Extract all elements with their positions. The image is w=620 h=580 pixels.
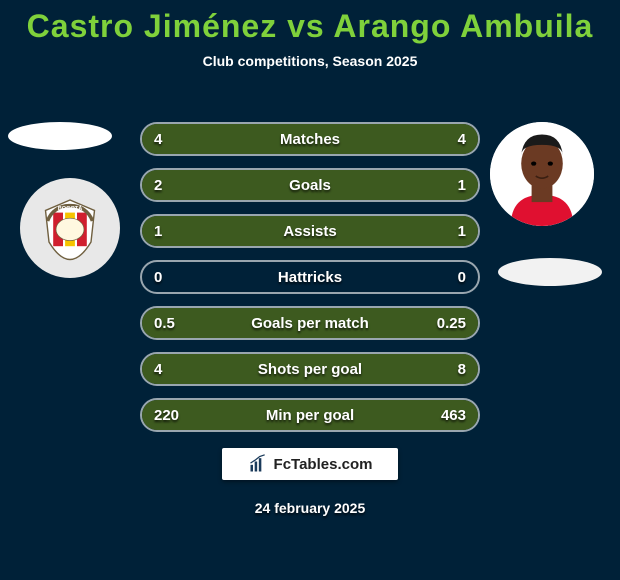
stat-left-value: 2 <box>154 177 162 194</box>
stat-right-value: 0.25 <box>437 315 466 332</box>
stat-right-value: 0 <box>458 269 466 286</box>
stat-label: Matches <box>280 131 340 148</box>
stat-row-hattricks: 0 Hattricks 0 <box>140 260 480 294</box>
stat-right-value: 1 <box>458 223 466 240</box>
stat-left-value: 4 <box>154 131 162 148</box>
stat-row-goals-per-match: 0.5 Goals per match 0.25 <box>140 306 480 340</box>
stat-label: Hattricks <box>278 269 342 286</box>
stat-row-assists: 1 Assists 1 <box>140 214 480 248</box>
comparison-table: 4 Matches 4 2 Goals 1 1 Assists 1 0 Hatt… <box>140 122 480 444</box>
stat-label: Goals per match <box>251 315 369 332</box>
date-text: 24 february 2025 <box>0 500 620 516</box>
right-player-avatar <box>490 122 594 226</box>
left-club-crest: BOGOTÁ <box>20 178 120 278</box>
stat-right-value: 1 <box>458 177 466 194</box>
stat-right-value: 463 <box>441 407 466 424</box>
stat-label: Shots per goal <box>258 361 362 378</box>
stat-left-value: 4 <box>154 361 162 378</box>
title-right: Arango Ambuila <box>333 8 593 44</box>
badge-text: FcTables.com <box>274 456 373 473</box>
title-left: Castro Jiménez <box>27 8 278 44</box>
stat-row-goals: 2 Goals 1 <box>140 168 480 202</box>
title-sep: vs <box>277 8 333 44</box>
stat-row-matches: 4 Matches 4 <box>140 122 480 156</box>
stat-left-value: 0.5 <box>154 315 175 332</box>
fctables-badge: FcTables.com <box>222 448 398 480</box>
stat-label: Min per goal <box>266 407 354 424</box>
stat-label: Goals <box>289 177 331 194</box>
stat-row-shots-per-goal: 4 Shots per goal 8 <box>140 352 480 386</box>
stat-right-value: 8 <box>458 361 466 378</box>
left-oval-placeholder <box>8 122 112 150</box>
right-oval-placeholder <box>498 258 602 286</box>
stat-left-value: 220 <box>154 407 179 424</box>
chart-icon <box>248 454 268 474</box>
stat-row-min-per-goal: 220 Min per goal 463 <box>140 398 480 432</box>
stat-label: Assists <box>283 223 336 240</box>
page-title: Castro Jiménez vs Arango Ambuila <box>0 0 620 45</box>
svg-text:BOGOTÁ: BOGOTÁ <box>58 205 83 212</box>
stat-right-value: 4 <box>458 131 466 148</box>
stat-left-value: 0 <box>154 269 162 286</box>
subtitle: Club competitions, Season 2025 <box>0 53 620 69</box>
stat-left-value: 1 <box>154 223 162 240</box>
